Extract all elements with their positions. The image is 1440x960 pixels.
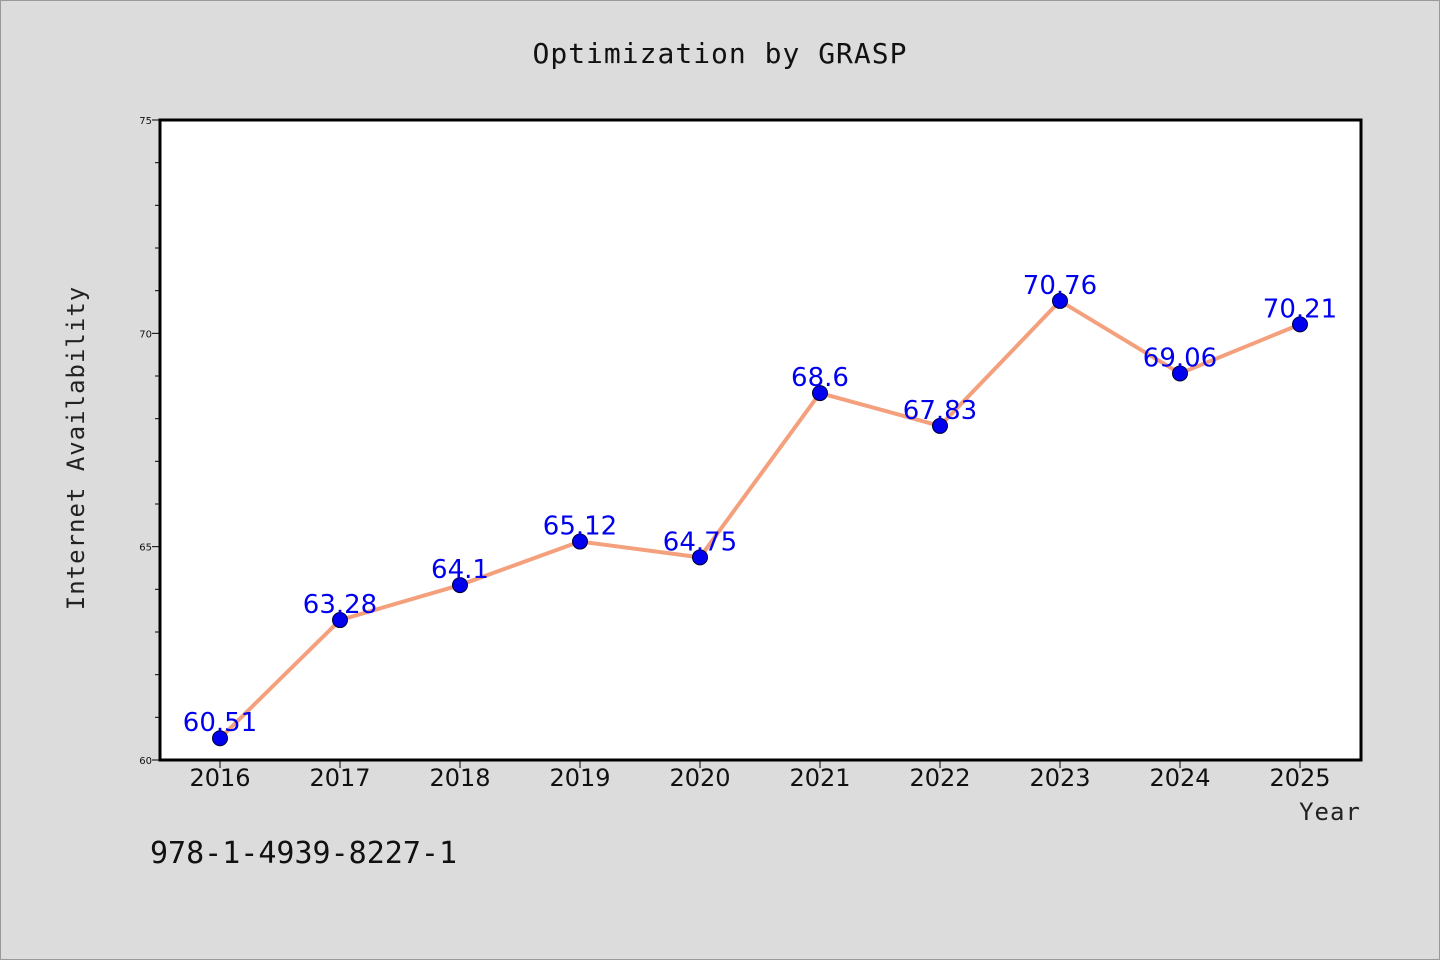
data-label: 68.6 (791, 363, 849, 393)
data-point (572, 533, 588, 550)
x-tick-label: 2024 (1149, 764, 1210, 792)
data-label: 65.12 (543, 512, 617, 542)
data-labels: 60.51 63.28 64.1 65.12 64.75 68.6 67.83 70.76 69… (183, 271, 1337, 738)
plot-border (158, 118, 1363, 762)
x-tick-label: 2017 (309, 764, 370, 792)
x-tick-label: 2020 (669, 764, 730, 792)
data-label: 70.76 (1023, 271, 1097, 301)
data-label: 67.83 (903, 396, 977, 426)
data-point (1172, 365, 1188, 382)
y-tick-label: 75 (139, 116, 152, 127)
y-axis: 60 65 70 75 (139, 116, 160, 767)
data-point (692, 549, 708, 566)
data-label: 64.1 (431, 555, 489, 585)
plot-area (160, 120, 1361, 760)
x-axis-title: Year (1299, 798, 1361, 826)
y-tick-label: 60 (139, 756, 152, 767)
y-tick-label: 70 (139, 329, 152, 340)
data-markers (212, 292, 1308, 747)
x-tick-label: 2023 (1029, 764, 1090, 792)
data-point (452, 577, 468, 594)
data-point (332, 612, 348, 629)
x-tick-label: 2025 (1269, 764, 1330, 792)
x-tick-label: 2021 (789, 764, 850, 792)
data-label: 63.28 (303, 590, 377, 620)
x-tick-label: 2018 (429, 764, 490, 792)
series-line (218, 298, 1301, 740)
x-tick-label: 2016 (189, 764, 250, 792)
y-tick-label: 65 (139, 543, 152, 554)
data-label: 70.21 (1263, 294, 1337, 324)
y-axis-title: Internet Availability (62, 286, 90, 610)
x-tick-label: 2019 (549, 764, 610, 792)
data-point (1052, 292, 1068, 309)
data-label: 69.06 (1143, 343, 1217, 373)
x-axis: 2016 2017 2018 2019 2020 2021 2022 2023 2024 2025 (189, 760, 1331, 792)
data-label: 64.75 (663, 527, 737, 557)
data-label: 60.51 (183, 708, 257, 738)
isbn-text: 978-1-4939-8227-1 (150, 836, 457, 871)
data-point (1292, 316, 1308, 333)
data-point (812, 385, 828, 402)
chart-title: Optimization by GRASP (532, 37, 907, 70)
x-tick-label: 2022 (909, 764, 970, 792)
data-point (212, 730, 228, 747)
data-point (932, 417, 948, 434)
